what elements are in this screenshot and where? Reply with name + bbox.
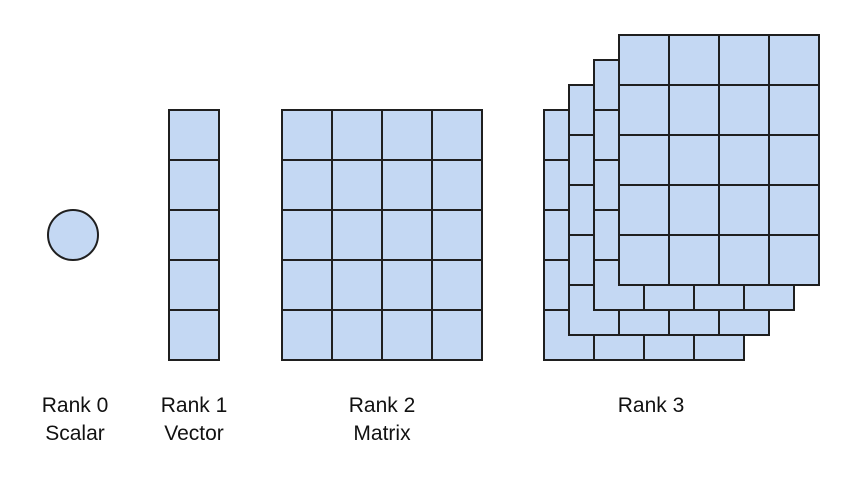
scalar-name-text: Scalar <box>45 422 105 445</box>
matrix-cell <box>381 209 433 261</box>
tensor-cell <box>718 34 770 86</box>
tensor-cell <box>768 34 820 86</box>
matrix-cell <box>431 159 483 211</box>
tensor-cell <box>618 184 670 236</box>
matrix-cell <box>281 309 333 361</box>
tensor-cell <box>768 184 820 236</box>
matrix-cell <box>331 109 383 161</box>
matrix-cell <box>431 209 483 261</box>
vector-rank-text: Rank 1 <box>160 394 228 417</box>
matrix-cell <box>381 309 433 361</box>
tensor-cell <box>618 134 670 186</box>
scalar-circle <box>47 209 99 261</box>
tensor-cell <box>618 84 670 136</box>
tensor-cell <box>768 84 820 136</box>
tensor-layer <box>618 34 820 286</box>
matrix-cell <box>381 109 433 161</box>
rank3-rank-text: Rank 3 <box>617 394 685 417</box>
vector-cell <box>168 309 220 361</box>
vector-label: Rank 1 Vector <box>124 392 264 448</box>
tensor-cell <box>718 134 770 186</box>
matrix-cell <box>281 109 333 161</box>
tensor-cell <box>718 234 770 286</box>
vector-cell <box>168 209 220 261</box>
vector-cell <box>168 109 220 161</box>
matrix-cell <box>381 259 433 311</box>
matrix-cell <box>281 159 333 211</box>
matrix-name-text: Matrix <box>353 422 411 445</box>
vector-cell <box>168 159 220 211</box>
scalar-label: Rank 0 Scalar <box>5 392 145 448</box>
tensor-cell <box>618 234 670 286</box>
matrix-rank-text: Rank 2 <box>348 394 416 417</box>
tensor-cell <box>668 184 720 236</box>
vector-shape <box>168 109 220 361</box>
tensor-cell <box>618 34 670 86</box>
tensor-cell <box>668 234 720 286</box>
matrix-shape <box>281 109 483 361</box>
matrix-label: Rank 2 Matrix <box>312 392 452 448</box>
rank-3-tensor-shape <box>543 34 820 361</box>
tensor-cell <box>718 84 770 136</box>
vector-name-text: Vector <box>164 422 224 445</box>
matrix-cell <box>281 259 333 311</box>
matrix-cell <box>431 309 483 361</box>
scalar-shape <box>47 209 99 261</box>
matrix-cell <box>431 259 483 311</box>
matrix-cell <box>331 259 383 311</box>
matrix-cell <box>381 159 433 211</box>
matrix-cell <box>431 109 483 161</box>
tensor-cell <box>718 184 770 236</box>
rank3-label: Rank 3 <box>581 392 721 420</box>
tensor-cell <box>768 134 820 186</box>
tensor-cell <box>668 134 720 186</box>
scalar-rank-text: Rank 0 <box>41 394 109 417</box>
matrix-cell <box>331 159 383 211</box>
tensor-cell <box>668 34 720 86</box>
matrix-cell <box>331 209 383 261</box>
tensor-cell <box>768 234 820 286</box>
vector-cell <box>168 259 220 311</box>
matrix-cell <box>281 209 333 261</box>
matrix-cell <box>331 309 383 361</box>
tensor-cell <box>668 84 720 136</box>
